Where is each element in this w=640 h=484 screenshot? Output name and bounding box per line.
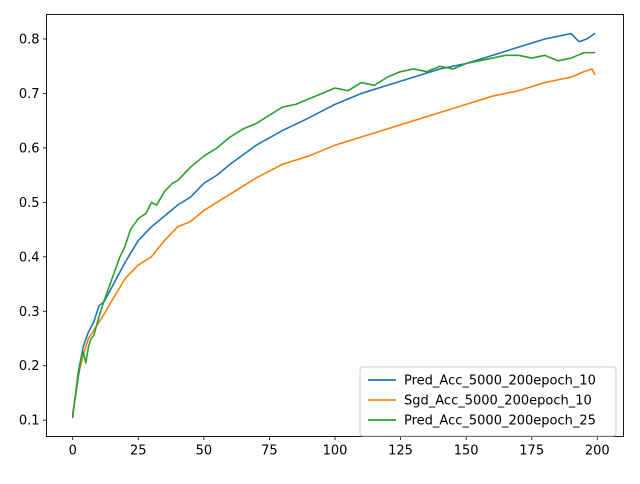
x-tick-label: 175 (519, 444, 544, 459)
y-tick-label: 0.2 (19, 359, 40, 374)
x-tick-label: 25 (130, 444, 147, 459)
y-tick-label: 0.3 (19, 305, 40, 320)
y-tick-label: 0.8 (19, 33, 40, 48)
x-tick-label: 0 (69, 444, 77, 459)
y-tick-label: 0.4 (19, 250, 40, 265)
series-line-3 (71, 51, 596, 416)
x-tick-label: 125 (388, 444, 413, 459)
plot-lines (71, 32, 596, 419)
x-tick-label: 150 (454, 444, 479, 459)
legend-label: Pred_Acc_5000_200epoch_25 (404, 414, 596, 429)
x-axis-ticks: 0 25 50 75 100 125 150 175 200 (69, 436, 610, 459)
x-tick-label: 50 (196, 444, 213, 459)
series-line-1 (71, 32, 596, 419)
y-tick-label: 0.5 (19, 196, 40, 211)
y-axis-ticks: 0.1 0.2 0.3 0.4 0.5 0.6 0.7 0.8 (19, 33, 47, 429)
legend-label: Pred_Acc_5000_200epoch_10 (404, 374, 596, 389)
y-tick-label: 0.1 (19, 414, 40, 429)
x-tick-label: 75 (261, 444, 278, 459)
x-tick-label: 200 (585, 444, 610, 459)
x-tick-label: 100 (323, 444, 348, 459)
legend-label: Sgd_Acc_5000_200epoch_10 (404, 394, 592, 409)
legend-box (359, 366, 617, 437)
series-line-2 (71, 68, 596, 416)
y-tick-label: 0.7 (19, 87, 40, 102)
y-tick-label: 0.6 (19, 141, 40, 156)
legend: Pred_Acc_5000_200epoch_10 Sgd_Acc_5000_20… (359, 366, 617, 437)
